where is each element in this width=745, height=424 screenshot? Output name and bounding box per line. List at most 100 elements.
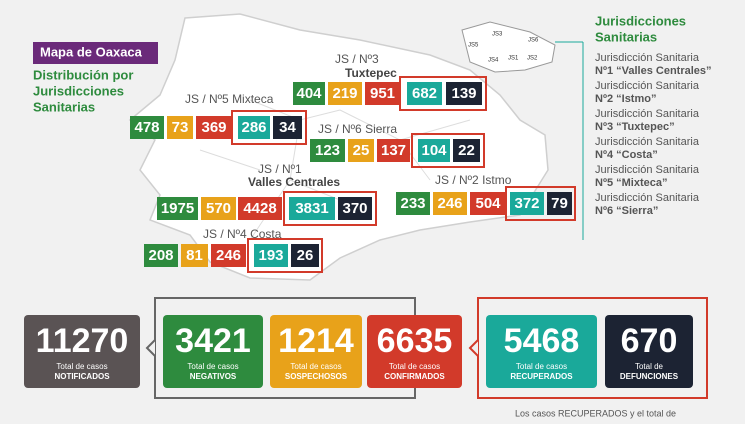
value: 951 [370,85,395,102]
total-caption: Total de casos [389,362,440,371]
value-box [348,139,374,162]
legend-item: Nº3 “Tuxtepec” [595,121,675,133]
legend-item: Nº4 “Costa” [595,149,658,161]
value-box [510,192,544,215]
legend-title: Jurisdicciones [595,13,686,28]
value-box [396,192,430,215]
bracket-arrow [468,339,479,357]
value-box [196,116,232,139]
jurisdiction-label: JS / Nº1 [258,162,302,176]
value-box [547,192,572,215]
legend-item: Jurisdicción Sanitaria [595,52,700,64]
total-value: 670 [621,322,678,360]
title: Mapa de Oaxaca [40,44,143,59]
legend-item: Jurisdicción Sanitaria [595,136,700,148]
total-caption: NOTIFICADOS [54,372,110,381]
value: 208 [148,247,173,264]
mini-map-label: JS5 [468,43,479,49]
value-box [211,244,246,267]
total-caption: Total de casos [290,362,341,371]
total-caption: Total de casos [56,362,107,371]
total-card [605,315,693,388]
total-card [486,315,597,388]
legend-item: Jurisdicción Sanitaria [595,192,700,204]
total-caption: Total de casos [516,362,567,371]
value: 139 [451,85,476,102]
value: 22 [458,142,475,159]
highlight-box [247,238,323,273]
value: 123 [315,142,340,159]
total-caption: CONFIRMADOS [384,372,445,381]
title-box [33,42,158,64]
legend-item: Nº5 “Mixteca” [595,177,668,189]
bracket-arrow [145,339,156,357]
value: 79 [551,195,568,212]
jurisdiction-label: JS / Nº4 Costa [203,227,282,241]
highlight-box [283,191,377,226]
legend-item: Jurisdicción Sanitaria [595,164,700,176]
legend-item: Nº2 “Istmo” [595,93,656,105]
value-box [254,244,288,267]
value: 504 [475,195,501,212]
value: 193 [258,247,283,264]
value: 25 [353,142,370,159]
total-value: 6635 [377,322,453,360]
value-box [377,139,410,162]
value: 369 [201,119,226,136]
value: 478 [134,119,159,136]
mini-map-label: JS1 [508,56,519,62]
subtitle: Jurisdicciones [33,83,124,98]
value: 81 [186,247,203,264]
total-value: 11270 [36,322,129,360]
total-value: 5468 [504,322,580,360]
value: 3831 [295,200,328,217]
value: 137 [381,142,406,159]
value-box [238,116,270,139]
value: 372 [514,195,539,212]
total-card [24,315,140,388]
value-box [181,244,208,267]
highlight-box [411,133,485,168]
value-box [291,244,319,267]
legend-title: Sanitarias [595,29,657,44]
value-box [328,82,362,105]
value: 104 [421,142,447,159]
total-card [367,315,462,388]
value-box [470,192,506,215]
value-box [453,139,480,162]
total-value: 1214 [278,322,354,360]
value-box [238,197,282,220]
value-box [130,116,164,139]
jurisdiction-name: Valles Centrales [248,175,340,189]
subtitle: Distribución por [33,67,133,82]
value-box [273,116,302,139]
jurisdiction-label: JS / Nº2 Istmo [435,173,512,187]
footer: Los casos RECUPERADOS y el total de [515,408,676,418]
total-card [163,315,263,388]
value: 4428 [243,200,276,217]
value: 246 [216,247,241,264]
value-box [338,197,372,220]
value-box [201,197,236,220]
value-box [433,192,467,215]
total-caption: NEGATIVOS [190,372,237,381]
value-box [167,116,193,139]
mini-map-label: JS6 [528,38,539,44]
value: 26 [297,247,314,264]
total-caption: Total de casos [187,362,238,371]
value-box [157,197,198,220]
mini-map-label: JS3 [492,32,503,38]
total-card [270,315,362,388]
value: 682 [412,85,437,102]
jurisdiction-label: JS / Nº6 Sierra [318,122,397,136]
value: 370 [342,200,367,217]
total-value: 3421 [175,322,251,360]
jurisdiction-label: JS / Nº3 [335,52,379,66]
mini-map-label: JS4 [488,58,499,64]
mini-map [461,21,556,73]
legend-item: Jurisdicción Sanitaria [595,108,700,120]
value-box [407,82,442,105]
total-caption: RECUPERADOS [510,372,573,381]
value-box [310,139,345,162]
